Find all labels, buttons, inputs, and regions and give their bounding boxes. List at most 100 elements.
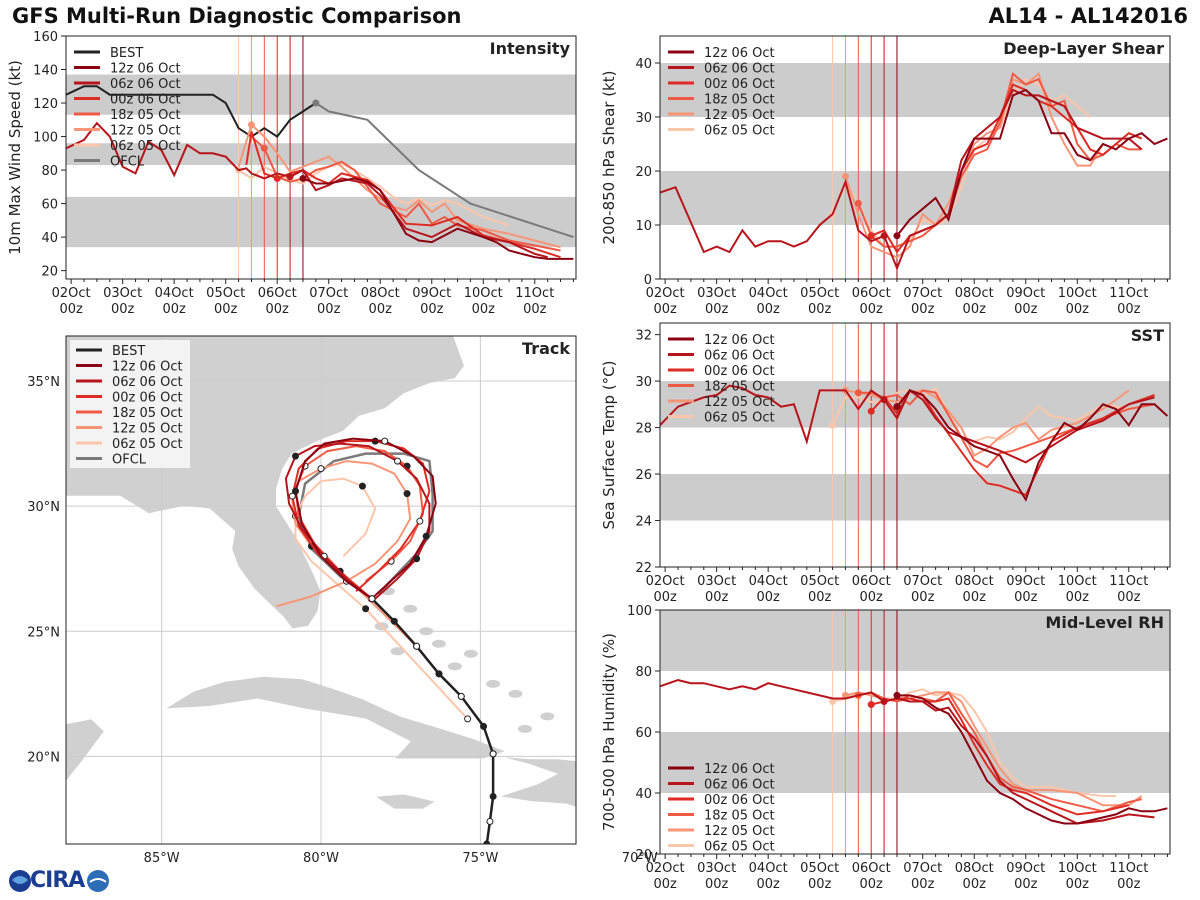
best-track-point: [489, 750, 497, 758]
x-tick-label: 00z: [317, 302, 341, 317]
legend-label: 00z 06 Oct: [112, 391, 183, 406]
y-tick-label: 40: [41, 231, 58, 246]
x-tick-label: 00z: [162, 302, 186, 317]
y-tick-label: 120: [33, 97, 58, 112]
model-track: [294, 477, 469, 720]
y-tick-label: 80: [41, 164, 58, 179]
best-track-point: [390, 617, 398, 625]
legend-label: OFCL: [112, 453, 147, 468]
bahamas-island: [463, 649, 478, 658]
x-tick-label: 04Oct: [749, 286, 788, 301]
legend-label: 06z 05 Oct: [704, 411, 775, 426]
x-tick-label: 03Oct: [697, 286, 736, 301]
track-point: [416, 517, 424, 525]
track-point: [381, 437, 389, 445]
bahamas-island: [540, 712, 555, 721]
legend-label: 06z 05 Oct: [704, 840, 775, 855]
x-tick-label: 00z: [963, 302, 987, 317]
hispaniola-land: [499, 756, 576, 808]
run-start-point: [260, 144, 268, 152]
x-tick-label: 00z: [756, 877, 780, 892]
y-tick-label: 60: [635, 726, 652, 741]
best-track-point: [368, 595, 376, 603]
plot-area: [660, 610, 1170, 854]
track-point: [394, 457, 401, 465]
x-tick-label: 08Oct: [955, 286, 994, 301]
x-tick-label: 07Oct: [309, 286, 348, 301]
track-point: [464, 715, 472, 723]
shaded-band: [660, 171, 1170, 225]
run-start-point: [829, 698, 837, 705]
series-line: [302, 177, 574, 260]
x-tick-label: 05Oct: [800, 861, 839, 876]
figure-title: GFS Multi-Run Diagnostic Comparison: [12, 4, 462, 28]
run-start-point: [893, 403, 901, 411]
best-track-point: [435, 670, 443, 678]
lon-label: 75°W: [462, 851, 498, 866]
track-point: [292, 452, 299, 460]
x-tick-label: 00z: [1117, 590, 1141, 605]
x-tick-label: 04Oct: [749, 861, 788, 876]
x-tick-label: 08Oct: [361, 286, 400, 301]
legend-label: 12z 06 Oct: [110, 62, 181, 77]
y-tick-label: 30: [635, 111, 652, 126]
legend-label: 12z 05 Oct: [110, 124, 181, 139]
x-tick-label: 04Oct: [749, 574, 788, 589]
bahamas-island: [390, 647, 405, 656]
run-start-point: [247, 121, 255, 129]
x-tick-label: 00z: [911, 877, 935, 892]
y-tick-label: 30: [635, 375, 652, 390]
best-track-point: [483, 840, 491, 844]
legend-label: 12z 06 Oct: [704, 762, 775, 777]
legend-label: 00z 06 Oct: [704, 364, 775, 379]
y-tick-label: 20: [635, 165, 652, 180]
panel-sst: 02Oct00z03Oct00z04Oct00z05Oct00z06Oct00z…: [600, 322, 1171, 605]
legend-label: 18z 05 Oct: [704, 380, 775, 395]
y-tick-label: 40: [635, 57, 652, 72]
legend-label: 12z 06 Oct: [704, 333, 775, 348]
x-tick-label: 05Oct: [800, 286, 839, 301]
track-point: [288, 492, 296, 500]
x-tick-label: 00z: [808, 302, 832, 317]
x-tick-label: 00z: [59, 302, 83, 317]
cira-logo: CIRA: [6, 866, 118, 896]
track-point: [403, 490, 411, 498]
panel-intensity: 02Oct00z03Oct00z04Oct00z05Oct00z06Oct00z…: [6, 30, 577, 317]
x-tick-label: 08Oct: [955, 574, 994, 589]
legend-label: 06z 06 Oct: [704, 62, 775, 77]
series-line: [660, 88, 1143, 271]
y-tick-label: 28: [635, 422, 652, 437]
jamaica-land: [374, 793, 437, 810]
y-tick-label: 24: [635, 515, 652, 530]
legend-label: 18z 05 Oct: [110, 108, 181, 123]
x-tick-label: 07Oct: [903, 286, 942, 301]
x-tick-label: 02Oct: [646, 286, 685, 301]
x-tick-label: 02Oct: [646, 574, 685, 589]
best-line: [66, 85, 317, 138]
best-track-point: [457, 692, 465, 700]
x-tick-label: 00z: [523, 302, 547, 317]
legend-label: 00z 06 Oct: [704, 77, 775, 92]
series-line: [857, 72, 1142, 248]
panel-rh: 02Oct00z03Oct00z04Oct00z05Oct00z06Oct00z…: [600, 604, 1171, 892]
track-point: [292, 487, 299, 495]
x-tick-label: 09Oct: [1006, 286, 1045, 301]
bahamas-island: [403, 604, 418, 613]
legend-label: 06z 05 Oct: [112, 437, 183, 452]
best-track-point: [480, 722, 488, 730]
legend-label: 06z 06 Oct: [112, 375, 183, 390]
lon-label: 70°W: [622, 851, 658, 866]
x-tick-label: 00z: [911, 590, 935, 605]
run-start-point: [867, 407, 875, 415]
legend-label: 00z 06 Oct: [704, 793, 775, 808]
y-tick-label: 100: [627, 604, 652, 619]
series-line: [660, 384, 1155, 464]
y-tick-label: 26: [635, 468, 652, 483]
plot-area: [660, 323, 1170, 567]
yucatan-land: [66, 718, 105, 783]
panel-title: Deep-Layer Shear: [1003, 39, 1164, 58]
legend-label: 12z 06 Oct: [704, 46, 775, 61]
x-tick-label: 00z: [860, 302, 884, 317]
